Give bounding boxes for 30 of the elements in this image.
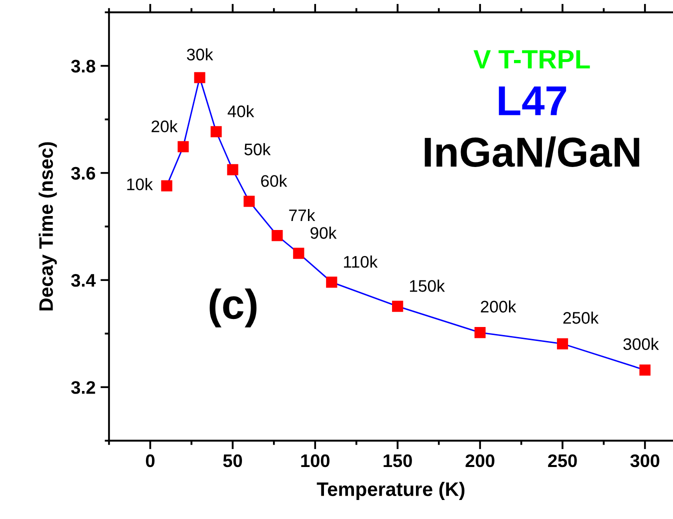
y-axis-title: Decay Time (nsec) (38, 142, 57, 310)
annotation: 200k (480, 300, 516, 313)
annotation: 20k (152, 120, 178, 132)
x-tick-label: 250 (548, 454, 577, 468)
annotation: 40k (228, 105, 254, 118)
annotation: 77k (289, 208, 316, 222)
annotation: 300k (623, 338, 659, 350)
x-tick-label: 0 (146, 454, 155, 468)
annotation: 150k (410, 280, 445, 292)
annotation: 10k (127, 178, 153, 190)
x-tick-label: 300 (630, 454, 660, 468)
x-tick-label: 50 (223, 454, 242, 468)
x-tick-label: 200 (466, 454, 494, 468)
x-axis-title: Temperature (K) (316, 482, 464, 500)
annotation: 30k (186, 48, 214, 60)
annotation: InGaN/GaN (424, 136, 640, 168)
annotation: 250k (563, 312, 599, 324)
x-tick-label: 100 (301, 454, 330, 468)
annotation: 50k (244, 143, 271, 156)
y-tick-label: 3.4 (71, 274, 96, 287)
x-tick-label: 150 (384, 454, 412, 468)
annotation: V T-TRPL (474, 50, 590, 68)
y-tick-label: 3.2 (71, 381, 96, 394)
y-tick-label: 3.8 (71, 60, 96, 73)
annotation: (c) (210, 288, 256, 328)
annotation: 60k (261, 174, 288, 187)
annotation: 110k (344, 256, 378, 268)
y-tick-label: 3.6 (71, 166, 96, 180)
annotation: 90k (310, 226, 337, 239)
annotation: L47 (498, 86, 566, 116)
